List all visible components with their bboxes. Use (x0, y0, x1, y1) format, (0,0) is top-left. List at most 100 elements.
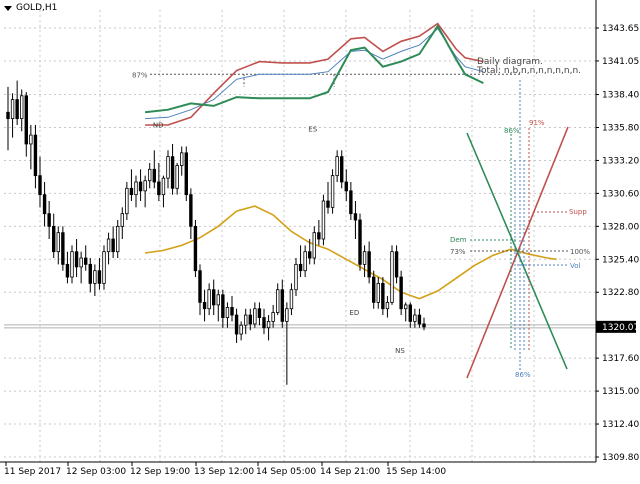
marker-label: ED (349, 309, 359, 317)
moving-average-line (144, 205, 557, 300)
candles-layer (6, 80, 426, 385)
y-tick-label: 1315.00 (602, 387, 639, 397)
candle-body (221, 294, 225, 318)
current-price-box (596, 320, 636, 333)
overlay-layer: 87% ND ES ED NS (132, 22, 520, 355)
candle-body (193, 225, 198, 272)
candle-body (207, 289, 211, 310)
candle-body (102, 251, 106, 284)
candle-body (317, 232, 321, 240)
candle-body (79, 257, 83, 268)
x-tick-label: 12 Sep 03:00 (66, 467, 126, 477)
candle-body (234, 314, 239, 335)
y-tick-label: 1343.65 (602, 24, 639, 34)
candle-body (330, 175, 335, 208)
candle-body (349, 190, 353, 215)
y-tick-label: 1330.60 (602, 189, 639, 199)
candle-body (381, 282, 385, 310)
x-tick-label: 14 Sep 21:00 (320, 467, 380, 477)
candle-body (303, 251, 307, 272)
candle-body (6, 111, 10, 120)
candle-body (358, 219, 362, 265)
candle-body (298, 263, 303, 272)
candle-body (180, 152, 184, 166)
daily-diagram: Daily diagram.Total: n,b,n,n,n,n,n,n,n. 8… (450, 57, 590, 379)
y-tick-label: 1322.80 (602, 288, 639, 298)
diagram-label-left-pct: 73% (450, 248, 466, 256)
candle-body (184, 152, 188, 196)
candle-body (42, 194, 47, 215)
candle-body (372, 276, 376, 303)
diagram-label-supp: Supp (569, 208, 587, 216)
candle-body (394, 251, 399, 278)
candle-body (111, 238, 115, 253)
candle-body (353, 213, 358, 221)
info-text-line2: Total: n,b,n,n,n,n,n,n,n. (476, 66, 581, 76)
diagram-label-top-green: 86% (504, 127, 520, 135)
candle-body (244, 314, 248, 326)
candle-body (216, 294, 220, 306)
candle-body (335, 156, 339, 177)
candle-body (399, 276, 403, 310)
candle-body (248, 314, 252, 325)
candle-body (20, 95, 24, 120)
candle-body (276, 289, 280, 313)
candle-body (253, 308, 257, 325)
candle-body (47, 213, 51, 227)
y-tick-label: 1325.40 (602, 255, 639, 265)
candle-body (189, 194, 193, 227)
candle-body (65, 263, 70, 278)
candle-body (230, 307, 234, 316)
candle-body (38, 175, 42, 196)
candle-body (362, 251, 367, 265)
candle-body (61, 232, 65, 265)
x-tick-label: 13 Sep 12:00 (194, 467, 254, 477)
diagram-label-dem: Dem (450, 236, 467, 244)
current-price-label: 1320.07 (602, 323, 639, 333)
candle-body (116, 225, 120, 253)
candle-body (294, 263, 298, 291)
candle-body (120, 213, 124, 227)
candle-body (422, 323, 426, 328)
candle-body (285, 308, 289, 322)
candle-body (56, 232, 60, 253)
candle-body (321, 200, 326, 240)
symbol-title[interactable]: GOLD,H1 (4, 3, 57, 13)
candle-body (161, 177, 166, 196)
candle-body (152, 168, 156, 183)
candle-body (166, 156, 170, 179)
envelope-green-line (144, 24, 484, 114)
x-tick-label: 12 Sep 19:00 (130, 467, 190, 477)
candle-body (408, 304, 412, 322)
candle-body (376, 282, 380, 303)
candle-body (257, 308, 262, 318)
candle-body (97, 270, 102, 284)
candle-body (93, 270, 97, 284)
y-tick-label: 1341.05 (602, 57, 639, 67)
candle-body (138, 181, 143, 192)
candle-body (413, 314, 417, 322)
candle-body (367, 251, 371, 278)
symbol-title-text: GOLD,H1 (16, 3, 58, 13)
dropdown-triangle-icon[interactable] (4, 5, 12, 11)
fib-level-label: 87% (132, 71, 148, 79)
candle-body (385, 301, 390, 310)
candle-body (88, 263, 92, 284)
candle-body (125, 187, 129, 215)
candle-body (271, 312, 275, 322)
y-tick-label: 1328.00 (602, 222, 639, 232)
info-text-line1: Daily diagram. (477, 57, 543, 67)
marker-label: ND (153, 121, 164, 129)
diagram-label-right-pct: 100% (570, 248, 590, 256)
candle-body (70, 251, 74, 278)
diagram-label-vol: Vol (570, 262, 581, 270)
candle-body (29, 134, 33, 145)
y-tick-label: 1338.40 (602, 91, 639, 101)
moving-average-layer (144, 205, 557, 300)
candle-body (84, 257, 88, 265)
y-tick-label: 1335.80 (602, 123, 639, 133)
candle-body (74, 251, 79, 268)
